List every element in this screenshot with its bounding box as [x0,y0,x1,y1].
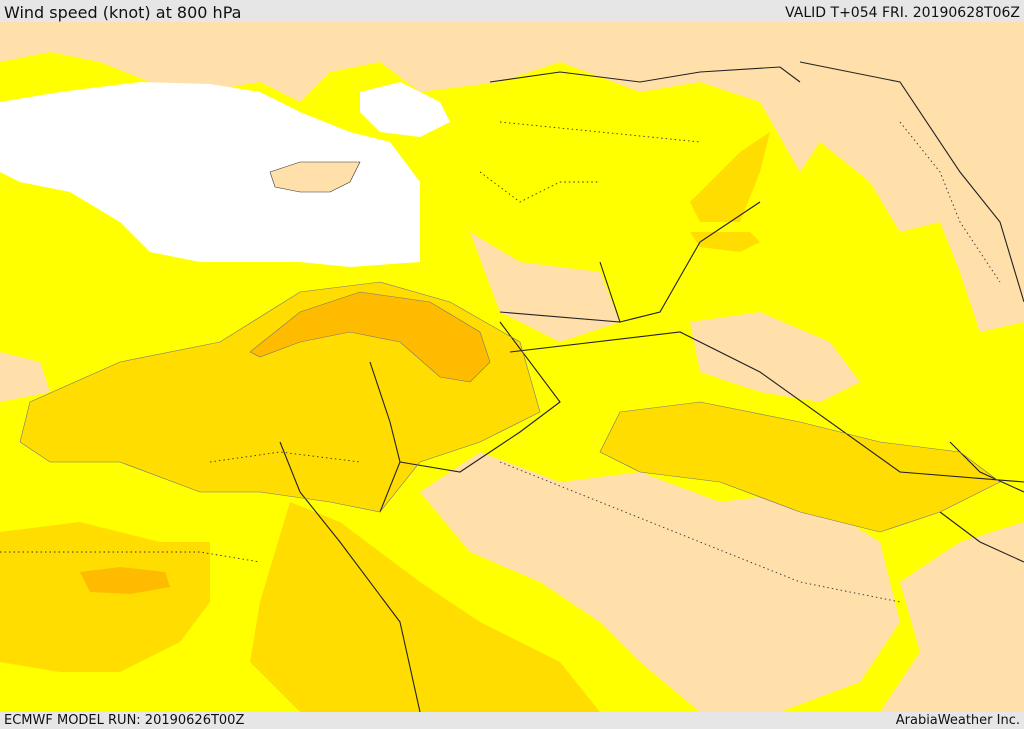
coast-red-sea [279,441,421,712]
contour-egypt [19,281,541,513]
border-iraq-iran [799,61,1024,303]
contour-levant-core [249,291,491,383]
mediterranean-sea [0,82,420,267]
wind-band-iraq [600,402,1000,532]
calm-area-southeast [880,522,1024,712]
wind-band-sudan [0,522,210,672]
wind-band-red-sea [250,502,600,712]
brand-label: ArabiaWeather Inc. [895,713,1020,728]
border-dotted-egypt [209,451,361,463]
border-dotted-iran [899,121,1001,283]
contour-iraq [599,401,1001,533]
wind-core-levant [250,292,490,382]
contour-lines [19,281,1001,533]
aegean-sea [360,82,450,137]
border-dotted-syria [479,171,600,203]
wind-core-sudan [80,567,170,594]
footer-bar: ECMWF MODEL RUN: 20190626T00Z ArabiaWeat… [0,712,1024,729]
calm-area-north [0,22,1024,332]
border-jordan [399,321,561,473]
border-iraq-saudi [509,331,1024,483]
internal-borders [0,121,1001,603]
valid-time: VALID T+054 FRI. 20190628T06Z [785,5,1020,21]
calm-area-arabia [420,452,900,712]
border-egypt-israel [369,361,401,513]
map-title: Wind speed (knot) at 800 hPa [4,3,242,22]
header-bar: Wind speed (knot) at 800 hPa VALID T+054… [0,0,1024,22]
cyprus-island [269,161,361,193]
calm-area-west [0,352,50,402]
border-saudi-yemen [939,511,1024,563]
model-run: ECMWF MODEL RUN: 20190626T00Z [4,713,245,728]
wind-speed-map [0,22,1024,712]
country-borders [279,61,1024,712]
map-canvas [0,22,1024,712]
calm-area-levant [470,232,620,342]
wind-band-syria [690,132,770,222]
border-syria-iraq-north [619,201,761,323]
border-turkey-syria [489,66,801,83]
calm-area-east [690,312,860,402]
border-dotted-turkey [499,121,701,143]
